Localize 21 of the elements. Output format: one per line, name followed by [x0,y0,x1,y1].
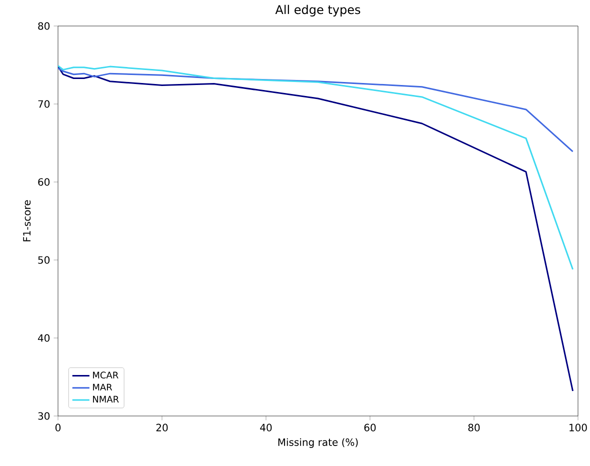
y-tick-label: 40 [38,334,50,342]
y-tick-label: 60 [38,178,50,186]
x-tick-label: 60 [364,424,376,432]
x-axis-title: Missing rate (%) [278,438,358,448]
legend-label: MAR [93,384,112,390]
line-series [58,66,574,392]
x-tick-label: 40 [260,424,272,432]
chart-title: All edge types [275,4,360,16]
x-tick-label: 100 [570,424,587,432]
line-series [58,67,574,152]
y-tick-label: 80 [38,22,50,30]
x-tick-label: 0 [55,424,61,432]
line-series [58,65,574,270]
legend-label: NMAR [93,396,119,402]
x-tick-label: 80 [468,424,480,432]
y-axis-title: F1-score [23,200,31,242]
y-tick-label: 30 [38,412,50,420]
legend-label: MCAR [93,372,118,378]
y-tick-label: 50 [38,256,50,264]
y-tick-label: 70 [38,100,50,108]
x-tick-label: 20 [156,424,168,432]
